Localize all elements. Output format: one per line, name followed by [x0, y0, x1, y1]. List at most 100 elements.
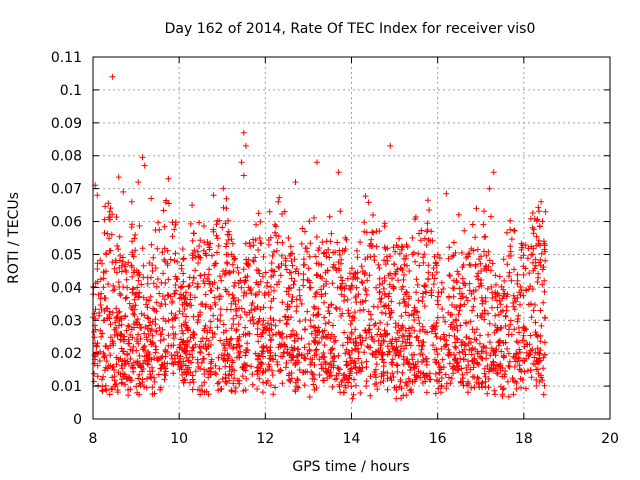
data-point [341, 297, 347, 304]
data-point [207, 303, 214, 310]
data-point [181, 369, 188, 376]
data-point [211, 299, 218, 306]
data-point [498, 348, 505, 355]
data-point [511, 326, 518, 333]
data-point [252, 350, 259, 357]
data-point [510, 292, 517, 299]
data-point-outlier [94, 192, 101, 199]
data-point [115, 246, 122, 253]
data-point [194, 386, 201, 393]
data-point [487, 213, 494, 220]
data-point [393, 242, 400, 249]
data-point [506, 363, 513, 370]
data-point [411, 365, 418, 372]
data-point [316, 372, 323, 378]
data-point [341, 285, 348, 292]
data-point [384, 343, 391, 350]
data-point [469, 373, 476, 380]
data-point [146, 297, 152, 304]
data-point [103, 268, 109, 275]
data-point [152, 349, 159, 356]
data-point [378, 309, 385, 316]
data-point [528, 243, 535, 250]
data-point [473, 336, 480, 343]
data-point [458, 379, 464, 386]
data-point [499, 307, 506, 314]
data-point [523, 349, 530, 356]
data-point [214, 285, 221, 292]
data-point [153, 299, 160, 306]
data-point [359, 299, 366, 305]
data-point [468, 384, 475, 391]
x-tick-label: 14 [343, 431, 361, 447]
data-point [309, 370, 316, 377]
data-point [533, 382, 540, 389]
data-point [157, 337, 164, 344]
data-point [125, 386, 132, 393]
data-point [244, 362, 251, 369]
data-point [206, 244, 213, 251]
data-point [300, 369, 307, 376]
data-point [261, 290, 268, 297]
data-point [258, 359, 265, 366]
data-point [144, 280, 151, 287]
data-point [349, 357, 356, 364]
data-point [522, 242, 529, 249]
data-point [323, 278, 330, 285]
data-point [234, 377, 241, 384]
data-point [420, 254, 426, 261]
data-point [149, 332, 156, 339]
data-point [189, 347, 195, 354]
data-point [363, 229, 370, 236]
data-point [207, 324, 214, 331]
data-point [399, 332, 406, 339]
data-point [467, 366, 474, 373]
data-point [320, 354, 327, 361]
data-point [129, 251, 136, 258]
data-point [299, 225, 306, 232]
data-point [438, 364, 445, 371]
data-point [275, 233, 282, 240]
data-point [115, 309, 122, 316]
data-point [101, 230, 108, 236]
data-point [445, 374, 452, 381]
data-point [434, 378, 440, 385]
data-point [158, 365, 165, 372]
data-point [312, 293, 319, 300]
data-point [496, 273, 503, 280]
data-point [127, 355, 134, 362]
data-point [285, 235, 292, 241]
data-point [278, 260, 285, 267]
data-point [275, 263, 282, 270]
data-point [358, 278, 365, 285]
data-point [381, 220, 388, 227]
data-point [318, 261, 325, 268]
data-point [118, 380, 125, 387]
data-point [91, 310, 98, 317]
data-point [540, 391, 547, 398]
data-point [414, 333, 421, 340]
data-point [357, 390, 364, 396]
data-point [446, 272, 453, 279]
data-point [244, 340, 251, 347]
data-point [296, 318, 303, 325]
data-point [171, 291, 178, 297]
data-point-outlier [486, 185, 493, 192]
data-point [403, 241, 410, 248]
data-point [539, 377, 546, 384]
data-point [147, 319, 154, 326]
data-point [306, 394, 313, 400]
data-point [392, 336, 399, 343]
data-point [361, 228, 368, 235]
data-point [319, 239, 326, 246]
data-point [135, 375, 142, 382]
data-point [181, 345, 188, 352]
data-point [244, 273, 251, 280]
data-point [142, 324, 149, 330]
data-point [232, 307, 239, 314]
data-point [349, 317, 355, 324]
data-point [203, 335, 210, 342]
data-point [228, 236, 235, 243]
data-point [111, 326, 118, 333]
data-point [322, 358, 328, 365]
